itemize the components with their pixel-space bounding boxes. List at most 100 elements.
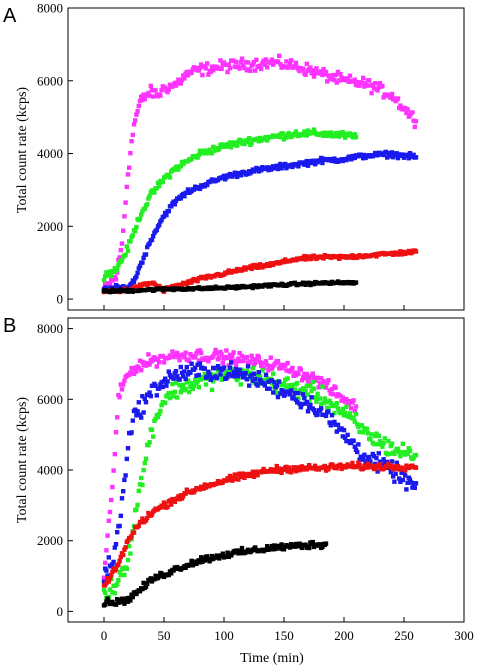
data-point [413,453,419,458]
data-point [295,380,300,386]
panel-b-x-tick-label: 50 [158,628,171,643]
data-point [117,523,122,529]
data-point [153,88,158,93]
data-point [353,135,359,140]
data-point [151,434,156,439]
data-point [386,461,391,466]
data-point [215,553,221,559]
panel-a-y-tick-label: 6000 [37,73,63,88]
data-point [292,390,297,396]
data-point [103,602,108,607]
data-point [129,430,134,435]
data-point [196,372,201,378]
data-point [182,369,187,374]
data-point [196,152,201,158]
data-point [199,151,204,156]
data-point [307,405,312,410]
data-point [388,470,393,475]
data-point [321,67,326,72]
data-point [143,363,149,368]
data-point [167,175,173,180]
data-point [320,544,325,549]
data-point [332,134,337,139]
data-point [134,112,139,117]
data-point [178,390,183,395]
data-point [307,399,312,404]
data-point [235,359,240,364]
data-point [147,362,152,367]
data-point [367,78,372,83]
data-point [353,411,359,417]
data-point [340,434,345,439]
data-point [293,60,299,66]
data-point [177,358,182,363]
data-point [189,361,194,366]
data-point [109,497,114,503]
data-point [159,217,164,223]
data-point [101,587,107,593]
data-point [277,379,282,384]
data-point [205,61,210,66]
data-point [319,155,324,161]
panel-b-x-tick-label: 250 [394,628,414,643]
data-point [122,477,127,483]
data-point [178,493,183,498]
data-point [219,66,224,72]
data-point [176,167,181,172]
data-point [380,444,385,449]
data-point [280,388,285,394]
data-point [304,158,309,164]
data-point [332,77,337,83]
panel-b-series-2 [101,360,419,584]
data-point [352,155,357,160]
data-point [214,481,219,486]
data-point [374,466,379,471]
data-point [357,429,362,435]
data-point [323,413,329,419]
data-point [335,69,341,75]
data-point [141,363,146,368]
data-point [251,474,257,479]
data-point [135,109,140,114]
data-point [119,496,125,501]
data-point [231,172,236,178]
data-point [361,430,366,435]
data-point [233,140,239,146]
data-point [116,562,121,567]
data-point [237,548,242,553]
data-point [327,420,332,425]
data-point [373,433,378,439]
data-point [221,173,227,179]
data-point [361,456,366,461]
data-point [293,373,299,378]
data-point [227,365,233,370]
data-point [106,579,111,584]
data-point [347,73,353,78]
data-point [143,400,149,405]
data-point [163,376,168,381]
data-point [339,398,344,403]
data-point [343,399,348,404]
data-point [211,379,216,384]
data-point [187,389,192,395]
data-point [220,551,225,556]
data-point [389,459,395,464]
data-point [345,76,350,81]
data-point [209,64,215,69]
data-point [106,518,111,523]
data-point [303,376,308,381]
data-point [298,387,303,392]
data-point [250,365,255,371]
data-point [157,386,162,391]
data-point [103,590,108,595]
data-point [296,396,301,401]
data-point [353,404,359,409]
data-point [154,227,159,233]
data-point [395,155,401,161]
data-point [230,353,235,358]
data-point [304,383,309,388]
data-point [344,397,349,402]
data-point [115,267,120,272]
data-point [369,90,374,96]
panel-b-chart: 0 2000 4000 6000 8000 0 50 100 150 200 250 300 [37,317,474,643]
